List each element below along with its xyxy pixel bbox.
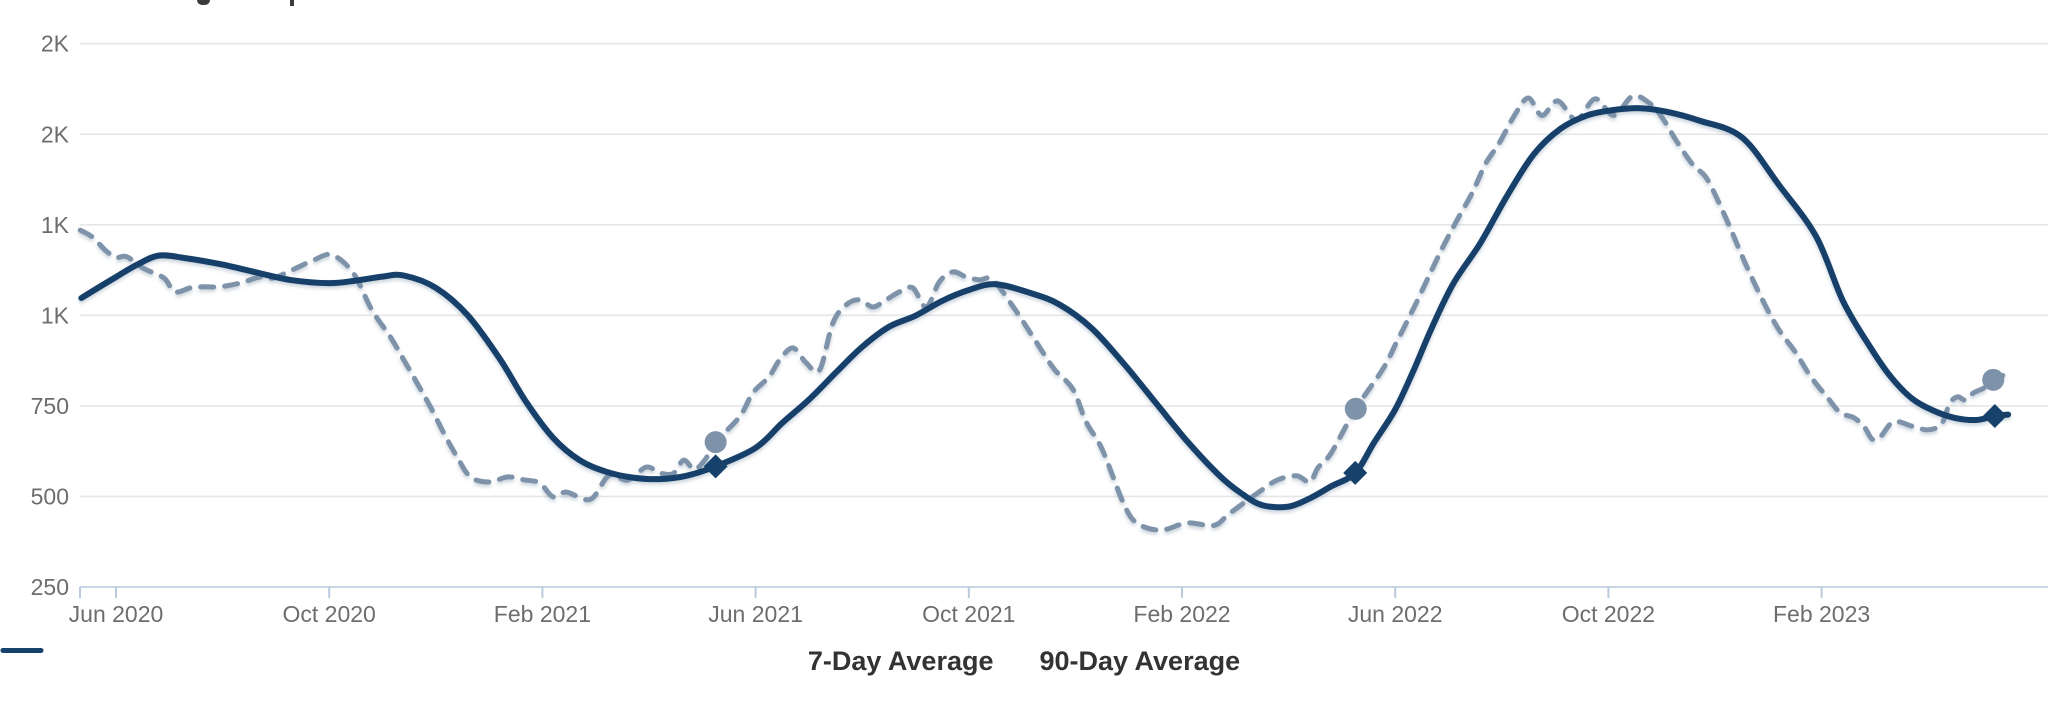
highlight-marker-circle[interactable] [704,431,727,454]
clipped-title-fragment [290,0,294,6]
legend-item-90-day-average[interactable]: 90-Day Average [0,646,1241,677]
solid-line-swatch [0,648,44,653]
ninety-day-average-line[interactable] [78,105,2012,511]
clipped-title-fragment [197,0,210,5]
highlight-marker-circle[interactable] [1982,368,2005,391]
legend-label-7-day-average: 7-Day Average [807,646,994,676]
x-axis-label: Jun 2020 [69,601,164,627]
x-axis-label: Feb 2022 [1133,601,1230,627]
y-axis-label: 1K [41,212,70,238]
highlight-marker-circle[interactable] [1344,397,1367,420]
highlight-marker-diamond[interactable] [1343,460,1368,485]
x-axis-label: Oct 2022 [1562,601,1655,627]
legend-item-7-day-average[interactable]: 7-Day Average [0,646,994,677]
legend-label-90-day-average: 90-Day Average [1039,646,1241,676]
legend: 7-Day Average 90-Day Average [0,646,2048,677]
y-axis-label: 750 [31,393,69,419]
x-axis-label: Feb 2023 [1773,601,1870,627]
x-axis-label: Jun 2021 [708,601,803,627]
x-axis-label: Feb 2021 [494,601,591,627]
x-axis-label: Jun 2022 [1348,601,1443,627]
y-axis-label: 2K [41,31,70,57]
y-axis-label: 250 [31,574,69,600]
x-axis-label: Oct 2020 [283,601,376,627]
seven-day-average-line[interactable] [77,93,2006,533]
y-axis-label: 500 [31,483,69,509]
x-axis-label: Oct 2021 [922,601,1015,627]
highlight-marker-diamond[interactable] [703,454,728,479]
highlight-marker-diamond[interactable] [1982,404,2007,429]
y-axis-label: 2K [41,121,70,147]
y-axis-label: 1K [41,302,70,328]
